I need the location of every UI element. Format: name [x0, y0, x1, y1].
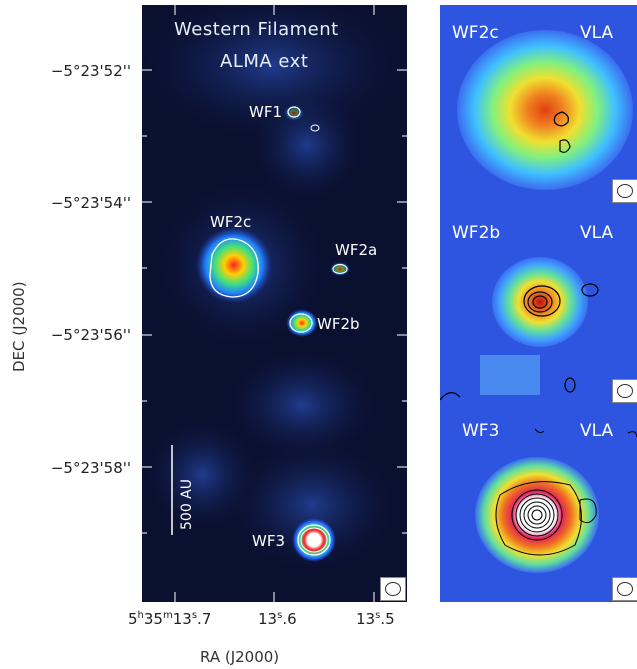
dec-tick-3: −5°23'56'' — [50, 326, 131, 344]
source-label-wf2c: WF2c — [210, 213, 252, 231]
wf1-contour-minor — [310, 124, 320, 132]
inset-label-wf2c: WF2c — [452, 23, 499, 43]
wf2b-contour — [289, 313, 313, 333]
ra-tick-3-seconds: 13 — [356, 610, 376, 628]
dec-tick-2: −5°23'54'' — [50, 194, 131, 212]
vla-inset-wf2b: WF2b VLA — [440, 205, 637, 405]
ra-tick-2-seconds: 13 — [258, 610, 278, 628]
inset-beam-icon-1 — [612, 179, 637, 203]
ra-tick-1-frac: .7 — [197, 610, 212, 628]
beam-ellipse-icon — [380, 577, 406, 601]
ra-tick-1-minutes: 35 — [143, 610, 163, 628]
vla-inset-wf3: WF3 VLA — [440, 405, 637, 602]
wf2c-vla-contour — [553, 111, 570, 127]
wf1-contour — [287, 106, 301, 118]
ra-tick-1-hours: 5 — [128, 610, 138, 628]
tick-marks — [142, 5, 407, 602]
ra-tick-2: 13s.6 — [258, 610, 297, 628]
source-label-wf2b: WF2b — [317, 315, 360, 333]
wf2c-vla-contour-minor — [559, 139, 571, 153]
vla-inset-wf2c: WF2c VLA — [440, 5, 637, 205]
ra-tick-2-frac: .6 — [282, 610, 297, 628]
panel-title-line1: Western Filament — [174, 19, 339, 40]
ra-tick-3-frac: .5 — [380, 610, 395, 628]
x-axis-title: RA (J2000) — [200, 648, 280, 666]
wf3-contour — [297, 524, 331, 556]
vla-inset-wf2c-image — [440, 5, 637, 205]
wf2c-emission — [196, 227, 272, 303]
panel-title-line2: ALMA ext — [220, 51, 309, 72]
source-label-wf2a: WF2a — [335, 241, 378, 259]
wf2b-emission — [286, 309, 318, 337]
ra-tick-1: 5h35m13s.7 — [128, 610, 212, 628]
wf2a-contour — [332, 263, 348, 275]
dec-tick-4: −5°23'58'' — [50, 459, 131, 477]
vla-inset-wf3-image — [440, 405, 637, 602]
inset-beam-icon-3 — [612, 577, 637, 601]
wf2c-contour — [209, 238, 259, 298]
inset-instrument-wf3: VLA — [580, 421, 614, 441]
inset-label-wf2b: WF2b — [452, 223, 501, 243]
ra-tick-3: 13s.5 — [356, 610, 395, 628]
wf2b-vla-contours — [440, 283, 599, 401]
wf3-vla-contours — [495, 428, 637, 556]
y-axis-title: DEC (J2000) — [10, 281, 28, 372]
dec-tick-1: −5°23'52'' — [50, 62, 131, 80]
inset-beam-icon-2 — [612, 379, 637, 403]
inset-instrument-wf2b: VLA — [580, 223, 614, 243]
alma-map-image — [142, 5, 407, 602]
inset-label-wf3: WF3 — [462, 421, 500, 441]
inset-instrument-wf2c: VLA — [580, 23, 614, 43]
wf3-contour-inner — [300, 527, 328, 553]
ra-tick-1-seconds: 13 — [172, 610, 192, 628]
scalebar-label: 500 AU — [179, 479, 195, 530]
source-label-wf3: WF3 — [252, 532, 286, 550]
alma-map-panel: Western Filament ALMA ext WF1 WF2c WF2a … — [142, 5, 407, 602]
source-label-wf1: WF1 — [249, 103, 283, 121]
vla-inset-wf2b-image — [440, 205, 637, 405]
